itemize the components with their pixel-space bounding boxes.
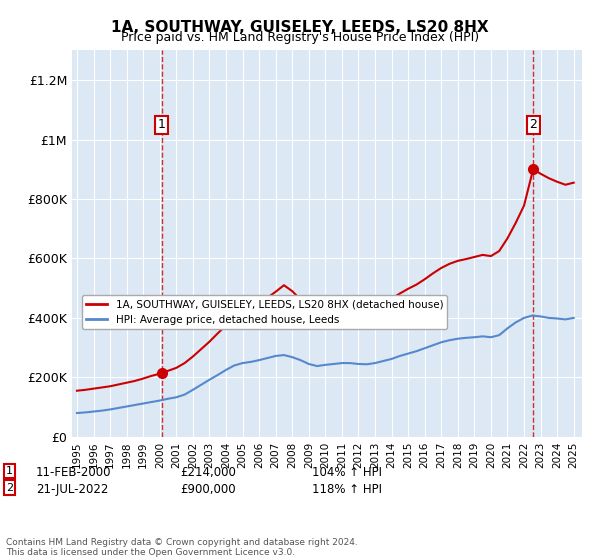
Text: Contains HM Land Registry data © Crown copyright and database right 2024.
This d: Contains HM Land Registry data © Crown c…	[6, 538, 358, 557]
Text: 2: 2	[6, 483, 13, 493]
Text: 104% ↑ HPI: 104% ↑ HPI	[312, 466, 382, 479]
Text: £214,000: £214,000	[180, 466, 236, 479]
Text: 1A, SOUTHWAY, GUISELEY, LEEDS, LS20 8HX: 1A, SOUTHWAY, GUISELEY, LEEDS, LS20 8HX	[111, 20, 489, 35]
Text: 11-FEB-2000: 11-FEB-2000	[36, 466, 112, 479]
Text: 118% ↑ HPI: 118% ↑ HPI	[312, 483, 382, 496]
Text: £900,000: £900,000	[180, 483, 236, 496]
Text: 1: 1	[6, 466, 13, 476]
Text: 2: 2	[529, 118, 537, 131]
Text: 21-JUL-2022: 21-JUL-2022	[36, 483, 109, 496]
Legend: 1A, SOUTHWAY, GUISELEY, LEEDS, LS20 8HX (detached house), HPI: Average price, de: 1A, SOUTHWAY, GUISELEY, LEEDS, LS20 8HX …	[82, 295, 448, 329]
Text: 1: 1	[158, 118, 166, 131]
Text: Price paid vs. HM Land Registry's House Price Index (HPI): Price paid vs. HM Land Registry's House …	[121, 31, 479, 44]
